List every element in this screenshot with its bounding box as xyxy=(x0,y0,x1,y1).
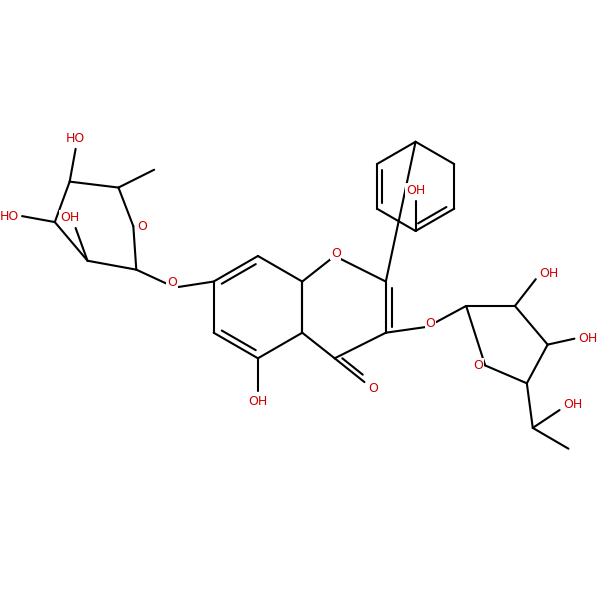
Text: O: O xyxy=(331,247,341,260)
Text: OH: OH xyxy=(60,211,79,224)
Text: HO: HO xyxy=(66,131,85,145)
Text: O: O xyxy=(473,359,483,372)
Text: OH: OH xyxy=(539,267,559,280)
Text: O: O xyxy=(137,220,147,233)
Text: OH: OH xyxy=(248,395,268,408)
Text: HO: HO xyxy=(0,209,19,223)
Text: O: O xyxy=(167,276,177,289)
Text: OH: OH xyxy=(406,184,425,197)
Text: OH: OH xyxy=(563,398,582,410)
Text: O: O xyxy=(368,382,378,395)
Text: O: O xyxy=(425,317,436,330)
Text: OH: OH xyxy=(578,332,597,345)
